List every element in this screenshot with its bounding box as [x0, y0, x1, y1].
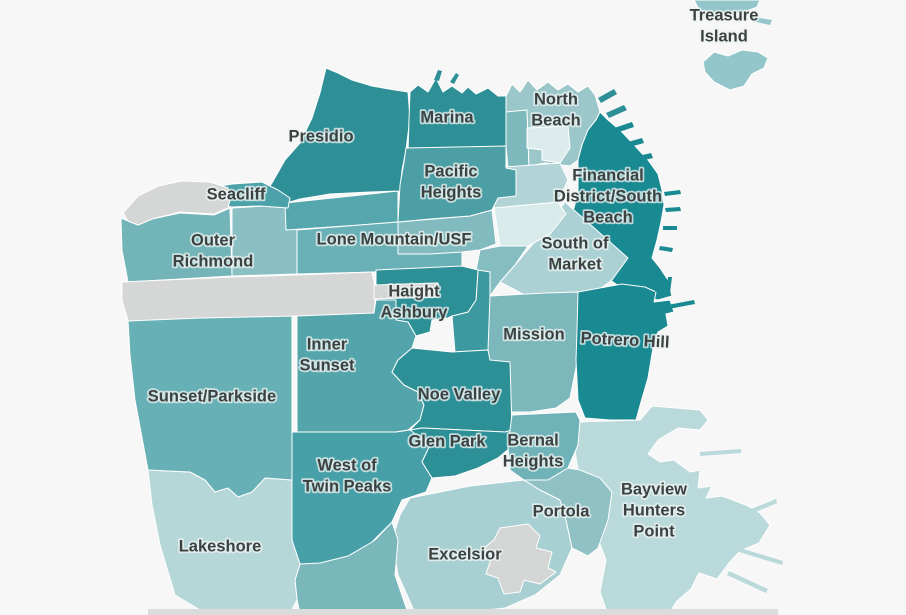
label-noe-valley: Noe Valley [418, 385, 501, 403]
label-portola: Portola [533, 502, 591, 520]
region-mclaren-park [483, 523, 557, 595]
label-bayview-hunters-point: Bayview Hunters Point [621, 480, 687, 540]
region-mission-bay-mast-2 [666, 277, 672, 294]
region-north-beach-pier-1 [598, 89, 617, 103]
region-mission-bay-mast-1 [655, 272, 661, 292]
label-treasure-island: Treasure Island [690, 6, 759, 45]
label-presidio: Presidio [288, 127, 353, 145]
label-north-beach: North Beach [531, 90, 581, 129]
label-lakeshore: Lakeshore [179, 537, 262, 555]
region-yerba-buena-island [702, 49, 769, 91]
region-golden-gate-park [121, 271, 377, 322]
label-bernal-heights: Bernal Heights [503, 431, 564, 470]
label-lone-mountain-usf: Lone Mountain/USF [317, 230, 472, 248]
label-west-of-twin-peaks: West of Twin Peaks [303, 456, 392, 495]
region-bayview-pier-2 [739, 548, 783, 565]
region-marina-pier-1 [434, 70, 442, 81]
label-seacliff: Seacliff [207, 185, 266, 203]
region-treasure-island-spit [752, 17, 772, 25]
region-south-beach-pier-2 [665, 207, 681, 212]
label-financial-district-south-beach: Financial District/South Beach [554, 166, 662, 226]
region-north-beach-pier-2 [606, 105, 627, 118]
label-outer-richmond: Outer Richmond [173, 231, 254, 270]
region-hunters-point-spike [700, 449, 741, 456]
region-pacific-heights[interactable] [397, 145, 517, 223]
region-mission-bay-spit [662, 300, 695, 310]
region-potrero-hill[interactable] [575, 283, 675, 421]
region-embarcadero-pier-1 [614, 122, 634, 133]
region-panhandle [373, 282, 439, 300]
region-presidio[interactable] [261, 67, 411, 208]
label-marina: Marina [420, 108, 474, 126]
region-south-beach-pier-3 [663, 226, 677, 230]
region-bayview-pier-1 [744, 499, 777, 516]
label-sunset-parkside: Sunset/Parkside [148, 387, 276, 405]
region-chinatown [526, 125, 571, 164]
region-marina-pier-2 [450, 73, 459, 84]
label-haight-ashbury: Haight Ashbury [381, 282, 449, 321]
region-lincoln-park [122, 180, 231, 226]
label-south-of-market: South of Market [542, 234, 609, 273]
region-glen-park[interactable] [409, 427, 513, 479]
label-mission: Mission [503, 325, 564, 343]
label-pacific-heights: Pacific Heights [421, 162, 482, 201]
region-embarcadero-pier-3 [634, 153, 653, 162]
region-south-beach-pier-4 [659, 246, 673, 252]
region-sunset-parkside[interactable] [127, 314, 293, 498]
region-county-line-strip [148, 609, 778, 615]
region-embarcadero-pier-2 [624, 138, 644, 148]
region-treasure-island[interactable] [693, 0, 761, 16]
region-south-beach-pier-1 [664, 190, 681, 196]
region-bayview-pier-3 [727, 571, 768, 593]
label-excelsior: Excelsior [428, 545, 502, 563]
region-portola[interactable] [523, 467, 613, 557]
label-glen-park: Glen Park [408, 432, 486, 450]
label-inner-sunset: Inner Sunset [299, 335, 355, 374]
